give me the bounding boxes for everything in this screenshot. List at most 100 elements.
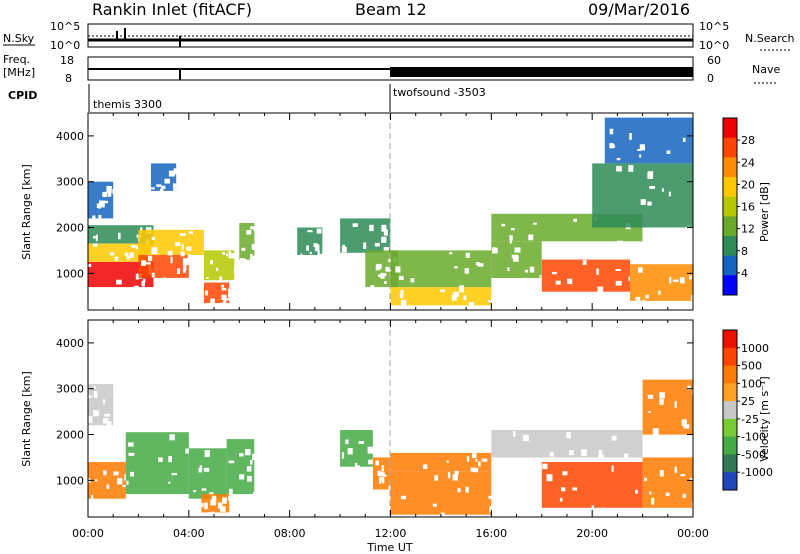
velocity-gap-3-7 xyxy=(245,449,251,456)
nsky-label: N.Sky xyxy=(3,32,35,45)
colorbar-swatch xyxy=(723,472,737,491)
colorbar-tick-label: -100 xyxy=(741,431,766,444)
power-gap-20-9 xyxy=(679,277,685,284)
power-gap-7-2 xyxy=(156,184,162,187)
power-gap-7-8 xyxy=(173,187,177,195)
velocity-gap-12-7 xyxy=(682,493,686,498)
power-gap-4-4 xyxy=(189,231,193,235)
power-gap-6-6 xyxy=(96,203,101,208)
velocity-gap-6-6 xyxy=(368,459,373,465)
power-gap-15-6 xyxy=(524,269,528,273)
power-gap-12-3 xyxy=(388,258,392,263)
velocity-gap-6-3 xyxy=(358,441,364,444)
freq-tick-bottom: 8 xyxy=(65,72,72,85)
velocity-colorbar-label: Velocity [m s⁻¹] xyxy=(758,376,771,461)
power-gap-14-6 xyxy=(465,252,470,258)
velocity-gap-1-4 xyxy=(158,457,163,462)
power-gap-13-9 xyxy=(468,302,474,308)
velocity-gap-6-4 xyxy=(341,452,345,459)
power-gap-20-1 xyxy=(635,296,641,303)
power-gap-3-1 xyxy=(147,255,153,262)
velocity-region-1 xyxy=(125,432,189,494)
power-gap-14-8 xyxy=(395,266,401,273)
power-gap-19-1 xyxy=(612,144,615,148)
power-region-16 xyxy=(541,259,630,292)
velocity-gap-9-3 xyxy=(466,456,470,462)
power-gap-12-2 xyxy=(382,273,387,277)
power-colorbar: 28 24 20 16 12 8 4 xyxy=(722,117,755,296)
y-tick-label: 1000 xyxy=(56,267,84,280)
power-gap-18-9 xyxy=(647,172,654,179)
power-gap-10-7 xyxy=(319,253,325,258)
power-gap-2-3 xyxy=(118,232,121,240)
velocity-region-12 xyxy=(642,457,693,508)
power-gap-4-7 xyxy=(187,254,191,260)
velocity-gap-6-9 xyxy=(347,448,353,455)
power-gap-16-9 xyxy=(615,280,622,286)
power-gap-16-8 xyxy=(600,288,603,292)
velocity-gap-2-5 xyxy=(204,450,210,457)
colorbar-swatch xyxy=(723,118,737,139)
velocity-gap-4-3 xyxy=(106,421,112,428)
power-gap-10-9 xyxy=(322,249,327,254)
power-gap-9-1 xyxy=(251,244,258,250)
velocity-gap-9-8 xyxy=(423,464,428,469)
power-gap-5-9 xyxy=(219,276,223,282)
velocity-gap-3-3 xyxy=(253,492,256,499)
velocity-gap-13-8 xyxy=(652,428,659,436)
nave-band xyxy=(390,67,693,77)
power-gap-1-9 xyxy=(126,255,130,260)
power-gap-14-0 xyxy=(449,252,453,255)
power-gap-8-0 xyxy=(221,284,225,288)
velocity-gap-0-9 xyxy=(91,495,94,500)
velocity-y-ticks: 1000 2000 3000 4000 xyxy=(56,337,693,487)
power-gap-3-6 xyxy=(182,258,189,265)
power-gap-10-1 xyxy=(316,228,322,234)
velocity-gap-4-5 xyxy=(88,416,93,423)
velocity-gap-1-2 xyxy=(185,448,190,454)
power-gap-0-1 xyxy=(135,273,140,280)
velocity-gap-4-0 xyxy=(102,418,109,424)
colorbar-tick-label: 16 xyxy=(741,201,755,214)
velocity-gap-5-2 xyxy=(220,506,226,512)
cpid-label: CPID xyxy=(8,89,37,102)
velocity-gap-4-8 xyxy=(104,413,110,417)
power-gap-16-6 xyxy=(555,280,561,285)
power-gap-20-0 xyxy=(669,276,672,284)
velocity-gap-12-5 xyxy=(674,466,677,473)
power-gap-4-8 xyxy=(151,236,155,240)
power-gap-0-4 xyxy=(133,285,139,290)
velocity-gap-9-2 xyxy=(481,458,488,462)
velocity-gap-0-5 xyxy=(95,479,98,482)
power-gap-3-3 xyxy=(141,260,146,266)
power-gap-6-0 xyxy=(92,215,96,221)
colorbar-tick-label: 100 xyxy=(741,377,762,390)
power-gap-18-3 xyxy=(616,165,622,172)
power-gap-6-9 xyxy=(99,200,105,208)
velocity-gap-6-5 xyxy=(367,446,374,454)
velocity-gap-13-2 xyxy=(647,394,654,399)
colorbar-swatch xyxy=(723,347,737,367)
velocity-gap-9-7 xyxy=(454,470,459,475)
velocity-gap-2-8 xyxy=(203,467,210,472)
nsky-right-tick-bottom: 10^0 xyxy=(699,39,729,52)
power-gap-11-5 xyxy=(374,242,380,247)
power-gap-17-8 xyxy=(528,234,534,241)
power-y-ticks: 1000 2000 3000 4000 xyxy=(56,130,693,280)
velocity-gap-5-1 xyxy=(211,495,217,502)
colorbar-tick-label: 28 xyxy=(741,134,755,147)
nave-tick-top: 60 xyxy=(707,54,721,67)
power-gap-0-3 xyxy=(141,281,145,287)
velocity-gap-13-3 xyxy=(659,392,665,399)
power-gap-15-8 xyxy=(492,247,498,254)
velocity-gap-10-3 xyxy=(598,454,604,459)
power-gap-19-8 xyxy=(666,150,671,154)
velocity-gap-13-5 xyxy=(648,411,651,414)
power-gap-12-4 xyxy=(385,266,392,272)
velocity-gap-9-0 xyxy=(472,453,477,459)
velocity-gap-13-4 xyxy=(687,385,691,390)
power-gap-10-4 xyxy=(309,251,312,255)
power-gap-8-1 xyxy=(227,288,231,292)
power-gap-7-7 xyxy=(173,168,178,174)
colorbar-swatch xyxy=(723,418,737,438)
